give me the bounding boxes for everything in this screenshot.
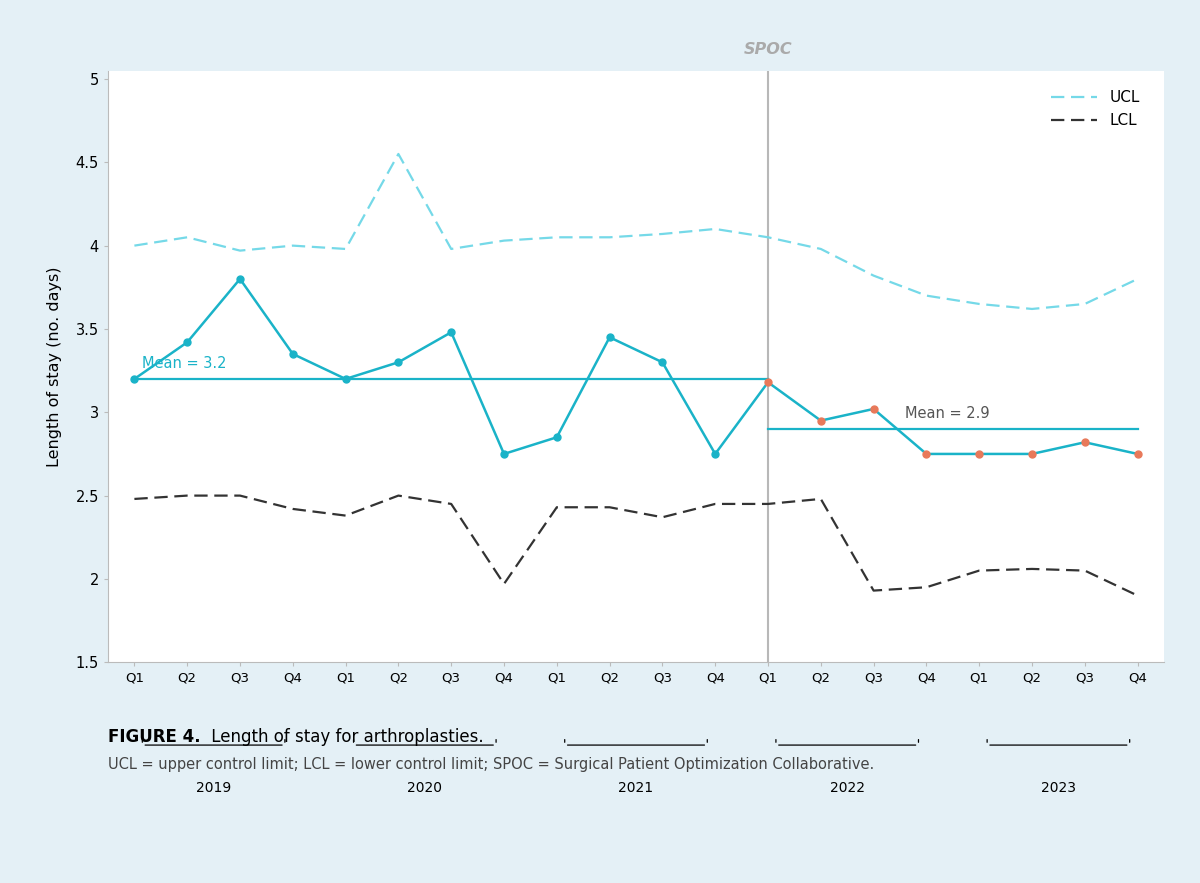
LCL: [866, 585, 881, 596]
LCL: [814, 494, 828, 504]
Text: SPOC: SPOC: [744, 42, 792, 57]
Text: UCL = upper control limit; LCL = lower control limit; SPOC = Surgical Patient Op: UCL = upper control limit; LCL = lower c…: [108, 757, 875, 772]
UCL: [1025, 304, 1039, 314]
LCL: [708, 499, 722, 509]
LCL: [1025, 563, 1039, 574]
UCL: [550, 232, 564, 243]
UCL: [708, 223, 722, 234]
LCL: [1078, 565, 1092, 576]
UCL: [761, 232, 775, 243]
LCL: [602, 502, 617, 512]
UCL: [655, 229, 670, 239]
UCL: [1078, 298, 1092, 309]
UCL: [180, 232, 194, 243]
UCL: [972, 298, 986, 309]
UCL: [127, 240, 142, 251]
Text: 2022: 2022: [829, 781, 865, 795]
UCL: [814, 244, 828, 254]
LCL: [919, 582, 934, 592]
Text: 2023: 2023: [1040, 781, 1076, 795]
LCL: [444, 499, 458, 509]
LCL: [286, 503, 300, 514]
Text: 2021: 2021: [618, 781, 654, 795]
UCL: [497, 236, 511, 246]
UCL: [233, 245, 247, 256]
Text: 2019: 2019: [196, 781, 232, 795]
LCL: [127, 494, 142, 504]
LCL: [655, 512, 670, 523]
LCL: [550, 502, 564, 512]
Line: LCL: LCL: [134, 495, 1138, 596]
UCL: [286, 240, 300, 251]
LCL: [497, 578, 511, 589]
LCL: [233, 490, 247, 501]
Text: Mean = 3.2: Mean = 3.2: [143, 356, 227, 371]
UCL: [391, 148, 406, 159]
LCL: [338, 510, 353, 521]
Text: 2020: 2020: [407, 781, 443, 795]
LCL: [761, 499, 775, 509]
Y-axis label: Length of stay (no. days): Length of stay (no. days): [47, 266, 61, 467]
LCL: [391, 490, 406, 501]
LCL: [1130, 591, 1145, 601]
UCL: [602, 232, 617, 243]
Legend: UCL, LCL: UCL, LCL: [1045, 84, 1146, 134]
UCL: [919, 291, 934, 301]
LCL: [180, 490, 194, 501]
LCL: [972, 565, 986, 576]
Text: Length of stay for arthroplasties.: Length of stay for arthroplasties.: [206, 728, 484, 746]
UCL: [1130, 274, 1145, 284]
UCL: [866, 270, 881, 281]
UCL: [444, 244, 458, 254]
Text: Mean = 2.9: Mean = 2.9: [905, 405, 990, 420]
UCL: [338, 244, 353, 254]
Line: UCL: UCL: [134, 154, 1138, 309]
Text: FIGURE 4.: FIGURE 4.: [108, 728, 200, 746]
